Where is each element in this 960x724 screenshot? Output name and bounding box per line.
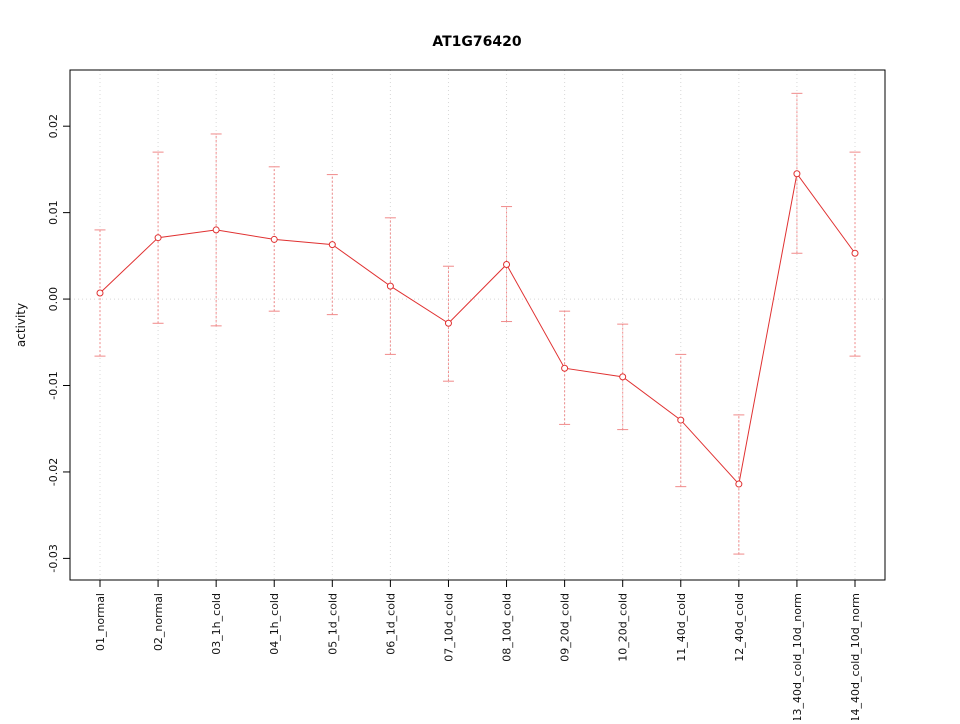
x-tick-label: 02_normal [152,593,165,651]
x-tick-label: 08_10d_cold [501,593,514,662]
data-point [677,416,685,424]
data-point [851,249,859,257]
data-point [154,234,162,242]
data-point [619,373,627,381]
plot-border [69,69,886,581]
data-point [735,480,743,488]
data-point [328,241,336,249]
x-tick-label: 11_40d_cold [675,593,688,662]
chart-title: AT1G76420 [432,34,521,50]
data-point [212,226,220,234]
x-tick-label: 06_1d_cold [384,593,397,655]
error-bars [94,92,861,555]
data-point [793,170,801,178]
y-tick-label: -0.01 [47,371,60,399]
x-tick-label: 05_1d_cold [326,593,339,655]
x-tick-label: 03_1h_cold [210,593,223,655]
x-tick-label: 07_10d_cold [442,593,455,662]
data-points [96,170,859,488]
y-axis: -0.03 -0.02 -0.01 0.00 0.01 0.02 [47,114,70,573]
x-tick-label: 10_20d_cold [617,593,630,662]
x-tick-label: 13_40d_cold_10d_norm [791,593,804,720]
y-tick-label: -0.02 [47,458,60,486]
y-tick-label: 0.00 [47,287,60,312]
gridlines [70,70,885,580]
x-tick-label: 12_40d_cold [733,593,746,662]
y-axis-label: activity [14,303,28,347]
series-line [99,172,856,486]
y-tick-label: 0.01 [47,200,60,225]
y-tick-label: 0.02 [47,114,60,138]
data-point [386,282,394,290]
x-tick-label: 04_1h_cold [268,593,281,655]
x-tick-label: 09_20d_cold [559,593,572,662]
data-point [503,260,511,268]
x-axis: 01_normal 02_normal 03_1h_cold 04_1h_cold 05… [94,580,862,723]
x-tick-label: 14_40d_cold_10d_norm [849,593,862,720]
data-point [270,235,278,243]
x-tick-label: 01_normal [94,593,107,651]
data-point [561,364,569,372]
data-point [96,289,104,297]
data-point [444,319,452,327]
y-tick-label: -0.03 [47,544,60,572]
